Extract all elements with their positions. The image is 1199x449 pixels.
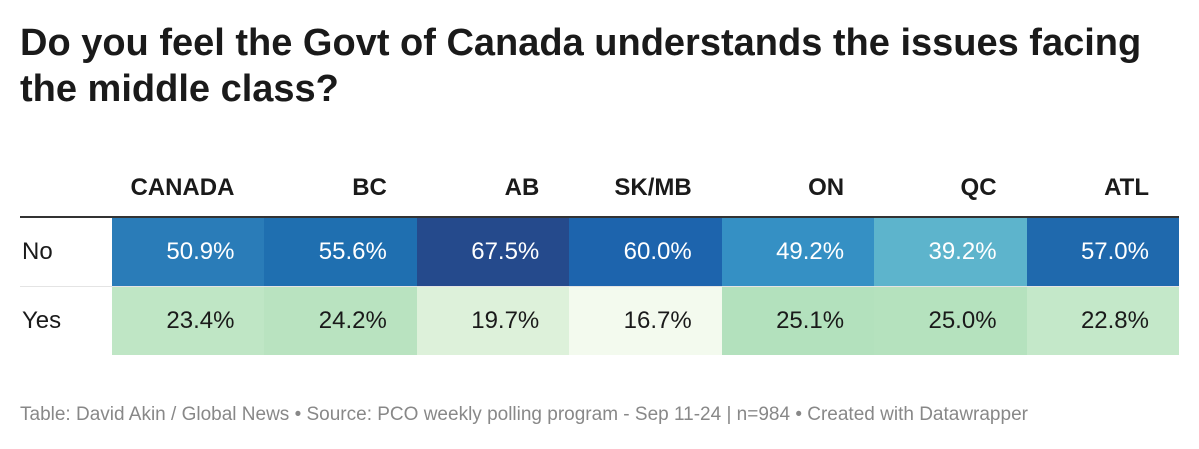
column-header-atl: ATL	[1026, 160, 1179, 218]
table-cell: 67.5%	[416, 217, 570, 287]
table-cell: 25.1%	[721, 286, 875, 355]
chart-title: Do you feel the Govt of Canada understan…	[20, 22, 1142, 110]
column-header-ab: AB	[416, 160, 570, 218]
source-footer: Table: David Akin / Global News • Source…	[20, 404, 1028, 425]
table-row-yes: Yes 23.4% 24.2% 19.7% 16.7% 25.1% 25.0% 22.8%	[20, 286, 1179, 355]
table-cell: 49.2%	[721, 217, 875, 287]
table-cell: 60.0%	[569, 217, 722, 287]
table-cell: 57.0%	[1026, 217, 1179, 287]
table-cell: 16.7%	[569, 286, 722, 355]
table-cell: 39.2%	[874, 217, 1027, 287]
table-cell: 55.6%	[264, 217, 417, 287]
table-cell: 22.8%	[1026, 286, 1179, 355]
table-cell: 50.9%	[112, 217, 265, 287]
column-header-on: ON	[721, 160, 875, 218]
row-label: Yes	[22, 307, 62, 334]
table-cell: 24.2%	[264, 286, 417, 355]
header-row: CANADA BC AB SK/MB ON QC ATL	[20, 160, 1179, 218]
table-row-no: No 50.9% 55.6% 67.5% 60.0% 49.2% 39.2% 57.0%	[20, 217, 1179, 287]
column-header-canada: CANADA	[112, 160, 265, 218]
row-label: No	[20, 217, 113, 287]
column-header-sk-mb: SK/MB	[569, 160, 722, 218]
column-header-bc: BC	[264, 160, 417, 218]
row-label-header	[20, 160, 113, 218]
data-table: CANADA BC AB SK/MB ON QC ATL No 50.9% 55.6% 67.5%…	[20, 160, 1179, 355]
table-cell: 23.4%	[112, 286, 265, 355]
table-cell: 19.7%	[416, 286, 570, 355]
column-header-qc: QC	[874, 160, 1027, 218]
table-cell: 25.0%	[874, 286, 1027, 355]
